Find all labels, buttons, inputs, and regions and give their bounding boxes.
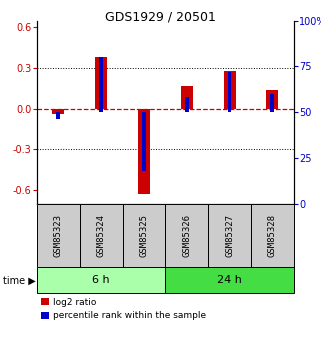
Bar — [138, 109, 150, 194]
Bar — [181, 86, 193, 109]
Bar — [208, 204, 251, 267]
Text: GSM85325: GSM85325 — [139, 214, 148, 257]
Bar — [95, 57, 107, 109]
Text: 6 h: 6 h — [92, 275, 110, 285]
Bar — [165, 267, 294, 293]
Bar — [142, 112, 146, 171]
Bar — [80, 204, 123, 267]
Bar — [37, 204, 80, 267]
Bar — [52, 109, 64, 114]
Text: GSM85326: GSM85326 — [182, 214, 191, 257]
Bar — [266, 90, 278, 109]
Bar — [251, 204, 294, 267]
Bar — [185, 98, 189, 112]
Bar — [37, 267, 165, 293]
Bar — [99, 57, 103, 112]
Bar — [223, 71, 236, 109]
Text: time ▶: time ▶ — [3, 275, 36, 285]
Text: GDS1929 / 20501: GDS1929 / 20501 — [105, 10, 216, 23]
Text: GSM85327: GSM85327 — [225, 214, 234, 257]
Legend: log2 ratio, percentile rank within the sample: log2 ratio, percentile rank within the s… — [41, 298, 206, 320]
Text: 24 h: 24 h — [217, 275, 242, 285]
Bar — [270, 94, 274, 112]
Text: GSM85324: GSM85324 — [97, 214, 106, 257]
Text: GSM85323: GSM85323 — [54, 214, 63, 257]
Text: GSM85328: GSM85328 — [268, 214, 277, 257]
Bar — [228, 72, 231, 112]
Bar — [123, 204, 165, 267]
Bar — [165, 204, 208, 267]
Bar — [56, 112, 60, 119]
